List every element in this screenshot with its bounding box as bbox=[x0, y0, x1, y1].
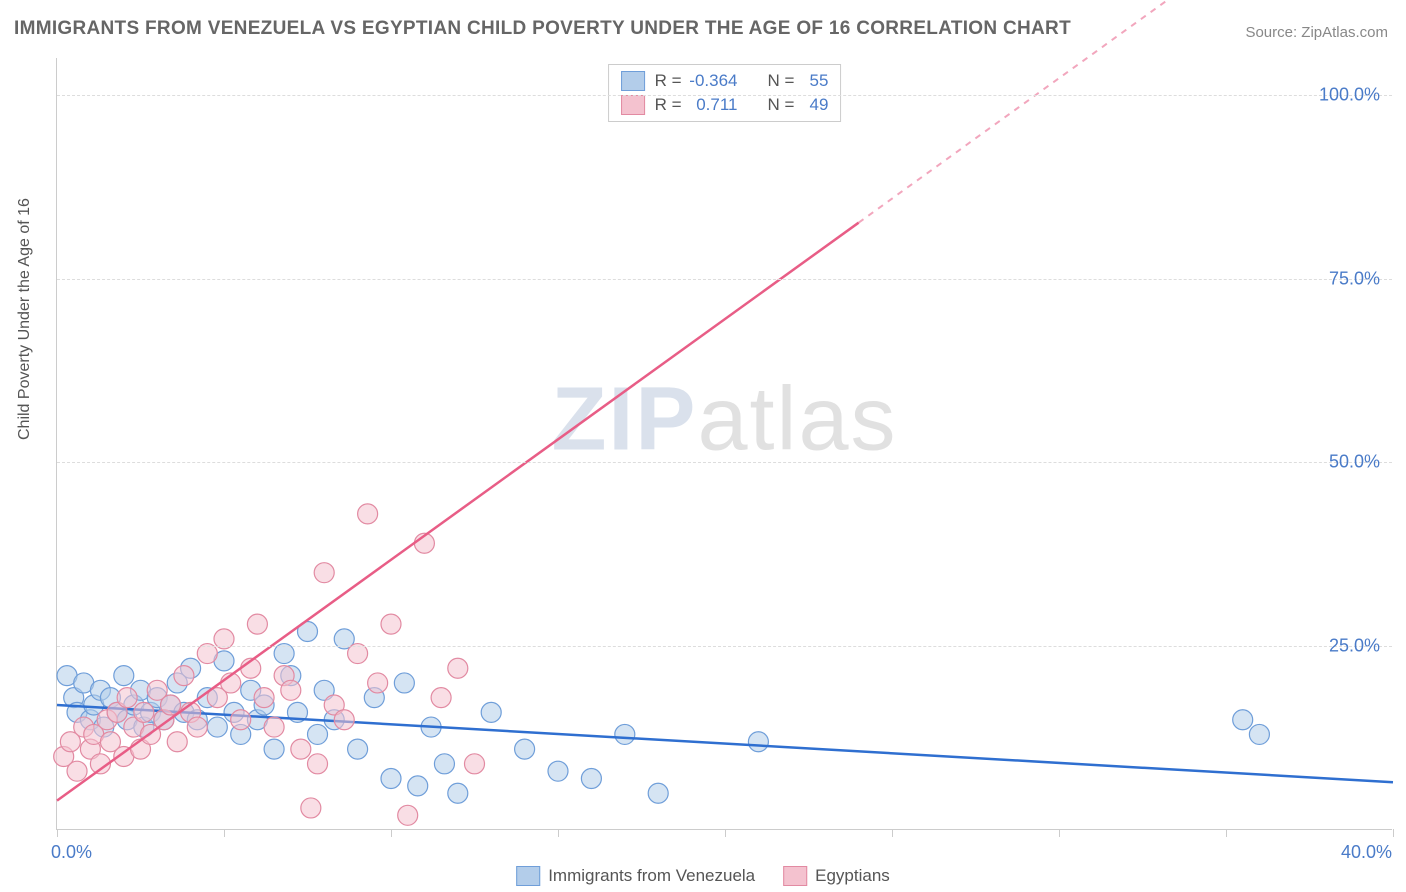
gridline-h bbox=[57, 279, 1392, 280]
x-tick bbox=[892, 829, 893, 837]
legend-swatch-bottom-egyptians bbox=[783, 866, 807, 886]
y-tick-label: 100.0% bbox=[1319, 84, 1380, 105]
legend-label-venezuela: Immigrants from Venezuela bbox=[548, 866, 755, 886]
x-tick bbox=[1226, 829, 1227, 837]
data-point-venezuela bbox=[1249, 724, 1269, 744]
data-point-egyptians bbox=[254, 688, 274, 708]
data-point-egyptians bbox=[247, 614, 267, 634]
x-tick bbox=[1393, 829, 1394, 837]
x-tick bbox=[558, 829, 559, 837]
legend-swatch-venezuela bbox=[621, 71, 645, 91]
legend-stat-text-venezuela: R =-0.364N =55 bbox=[655, 71, 829, 91]
x-tick bbox=[725, 829, 726, 837]
y-tick-label: 50.0% bbox=[1329, 452, 1380, 473]
y-axis-label: Child Poverty Under the Age of 16 bbox=[16, 198, 34, 440]
data-point-egyptians bbox=[264, 717, 284, 737]
y-tick-label: 25.0% bbox=[1329, 636, 1380, 657]
x-tick bbox=[1059, 829, 1060, 837]
legend-swatch-bottom-venezuela bbox=[516, 866, 540, 886]
data-point-venezuela bbox=[308, 724, 328, 744]
data-point-egyptians bbox=[117, 688, 137, 708]
x-tick bbox=[224, 829, 225, 837]
data-point-egyptians bbox=[381, 614, 401, 634]
legend-label-egyptians: Egyptians bbox=[815, 866, 890, 886]
data-point-venezuela bbox=[1233, 710, 1253, 730]
legend-item-egyptians: Egyptians bbox=[783, 866, 890, 886]
gridline-h bbox=[57, 462, 1392, 463]
data-point-venezuela bbox=[394, 673, 414, 693]
data-point-venezuela bbox=[264, 739, 284, 759]
plot-svg bbox=[57, 58, 1392, 829]
x-tick-label: 0.0% bbox=[51, 842, 92, 863]
source-attribution: Source: ZipAtlas.com bbox=[1245, 24, 1388, 41]
legend-item-venezuela: Immigrants from Venezuela bbox=[516, 866, 755, 886]
legend-stat-row-egyptians: R =0.711N =49 bbox=[617, 93, 833, 117]
data-point-egyptians bbox=[398, 805, 418, 825]
data-point-venezuela bbox=[581, 769, 601, 789]
data-point-egyptians bbox=[187, 717, 207, 737]
data-point-venezuela bbox=[448, 783, 468, 803]
data-point-egyptians bbox=[231, 710, 251, 730]
data-point-venezuela bbox=[548, 761, 568, 781]
data-point-egyptians bbox=[308, 754, 328, 774]
data-point-venezuela bbox=[348, 739, 368, 759]
data-point-venezuela bbox=[434, 754, 454, 774]
data-point-venezuela bbox=[114, 666, 134, 686]
data-point-egyptians bbox=[431, 688, 451, 708]
data-point-egyptians bbox=[448, 658, 468, 678]
data-point-venezuela bbox=[207, 717, 227, 737]
data-point-egyptians bbox=[465, 754, 485, 774]
data-point-egyptians bbox=[174, 666, 194, 686]
legend-stat-text-egyptians: R =0.711N =49 bbox=[655, 95, 829, 115]
x-tick-label: 40.0% bbox=[1341, 842, 1392, 863]
data-point-egyptians bbox=[358, 504, 378, 524]
legend-bottom: Immigrants from Venezuela Egyptians bbox=[516, 866, 890, 886]
data-point-venezuela bbox=[515, 739, 535, 759]
data-point-venezuela bbox=[648, 783, 668, 803]
data-point-egyptians bbox=[281, 680, 301, 700]
data-point-egyptians bbox=[134, 702, 154, 722]
legend-stat-row-venezuela: R =-0.364N =55 bbox=[617, 69, 833, 93]
y-tick-label: 75.0% bbox=[1329, 268, 1380, 289]
data-point-egyptians bbox=[368, 673, 388, 693]
gridline-h bbox=[57, 646, 1392, 647]
data-point-venezuela bbox=[408, 776, 428, 796]
x-tick bbox=[391, 829, 392, 837]
data-point-egyptians bbox=[334, 710, 354, 730]
data-point-venezuela bbox=[481, 702, 501, 722]
trendline-egyptians bbox=[57, 223, 859, 801]
plot-area: ZIPatlas R =-0.364N =55R =0.711N =49 25.… bbox=[56, 58, 1392, 830]
x-tick bbox=[57, 829, 58, 837]
legend-stats-box: R =-0.364N =55 R =0.711N =49 bbox=[608, 64, 842, 122]
data-point-venezuela bbox=[615, 724, 635, 744]
data-point-venezuela bbox=[381, 769, 401, 789]
trendline-venezuela bbox=[57, 705, 1393, 782]
data-point-venezuela bbox=[748, 732, 768, 752]
data-point-egyptians bbox=[314, 563, 334, 583]
legend-swatch-egyptians bbox=[621, 95, 645, 115]
chart-title: IMMIGRANTS FROM VENEZUELA VS EGYPTIAN CH… bbox=[14, 18, 1071, 40]
data-point-egyptians bbox=[301, 798, 321, 818]
data-point-egyptians bbox=[161, 695, 181, 715]
data-point-egyptians bbox=[67, 761, 87, 781]
data-point-egyptians bbox=[167, 732, 187, 752]
data-point-egyptians bbox=[291, 739, 311, 759]
gridline-h bbox=[57, 95, 1392, 96]
